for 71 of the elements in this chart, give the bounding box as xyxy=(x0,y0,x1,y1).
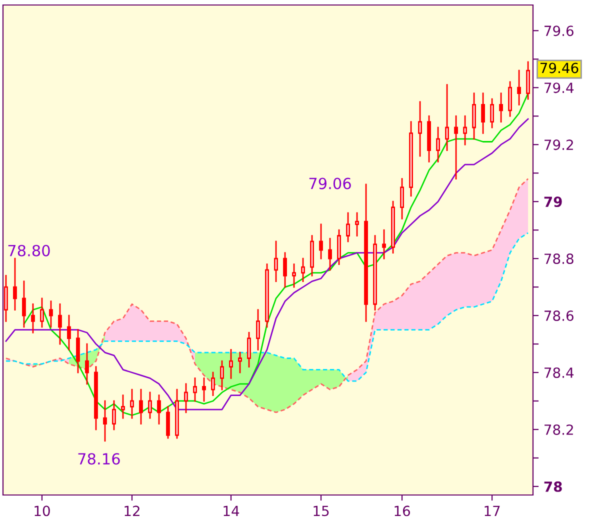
candlestick xyxy=(238,352,242,374)
candlestick xyxy=(103,400,107,442)
candlestick xyxy=(40,298,44,328)
candlestick xyxy=(319,224,323,260)
candlestick xyxy=(202,378,206,402)
candlestick xyxy=(121,394,125,419)
candlestick xyxy=(346,212,350,242)
candlestick xyxy=(166,406,170,439)
x-tick-label: 12 xyxy=(124,506,140,516)
candlestick xyxy=(22,280,26,328)
candlestick xyxy=(211,372,215,396)
candlestick xyxy=(220,360,224,390)
candlestick xyxy=(229,349,233,379)
candlestick xyxy=(157,394,161,424)
candlestick xyxy=(301,258,305,282)
text: 79.46 xyxy=(540,62,578,74)
candlestick xyxy=(292,264,296,288)
x-tick-label: 10 xyxy=(34,506,50,516)
x-tick-label: 14 xyxy=(224,506,240,516)
candlestick xyxy=(490,98,494,128)
candlestick xyxy=(274,240,278,282)
candlestick xyxy=(31,303,35,334)
y-tick-label: 79 xyxy=(544,196,562,208)
candlestick xyxy=(382,229,386,260)
line-series xyxy=(5,178,529,414)
candlestick xyxy=(463,115,467,146)
candlestick xyxy=(85,343,89,385)
y-tick-label: 78 xyxy=(544,481,562,492)
candlestick xyxy=(49,300,53,328)
candlestick xyxy=(508,81,512,117)
candlestick xyxy=(4,274,8,322)
candlestick xyxy=(247,332,251,368)
candlestick xyxy=(283,252,287,288)
candlestick xyxy=(526,61,530,100)
y-tick-label: 78.4 xyxy=(544,367,574,378)
candlestick xyxy=(130,388,134,419)
candlestick xyxy=(112,400,116,430)
candlestick xyxy=(337,229,341,265)
candlestick xyxy=(139,388,143,424)
y-tick-label: 79.6 xyxy=(544,26,574,36)
candlestick xyxy=(76,329,80,374)
candlestick xyxy=(148,392,152,419)
candlestick xyxy=(418,101,422,157)
candlestick xyxy=(328,238,332,271)
candlestick xyxy=(193,378,197,402)
y-tick-label: 78.2 xyxy=(544,424,573,435)
candlestick xyxy=(355,212,359,236)
x-tick-label: 17 xyxy=(484,506,500,516)
candlestick xyxy=(58,303,62,345)
line-series xyxy=(5,232,529,382)
x-tick-label: 16 xyxy=(394,506,410,516)
y-tick-label: 79.4 xyxy=(544,82,574,94)
candlestick xyxy=(400,178,404,220)
candlestick xyxy=(517,70,522,106)
candlestick xyxy=(13,258,17,311)
candlestick xyxy=(454,115,458,180)
y-tick-label: 78.8 xyxy=(544,254,574,264)
candlestick xyxy=(445,84,449,151)
candlestick xyxy=(481,92,485,134)
candlestick xyxy=(436,126,440,162)
candlestick xyxy=(472,92,476,140)
candlestick xyxy=(184,383,188,414)
x-tick-label: 15 xyxy=(314,506,329,516)
y-tick-label: 78.6 xyxy=(544,310,574,321)
annotation: 79.06 xyxy=(309,178,351,190)
annotation: 78.80 xyxy=(8,244,50,256)
y-tick-label: 79.2 xyxy=(544,140,573,150)
annotation: 78.16 xyxy=(78,453,120,465)
candlestick xyxy=(256,309,260,350)
candlestick xyxy=(499,92,503,122)
candlestick xyxy=(67,314,71,350)
